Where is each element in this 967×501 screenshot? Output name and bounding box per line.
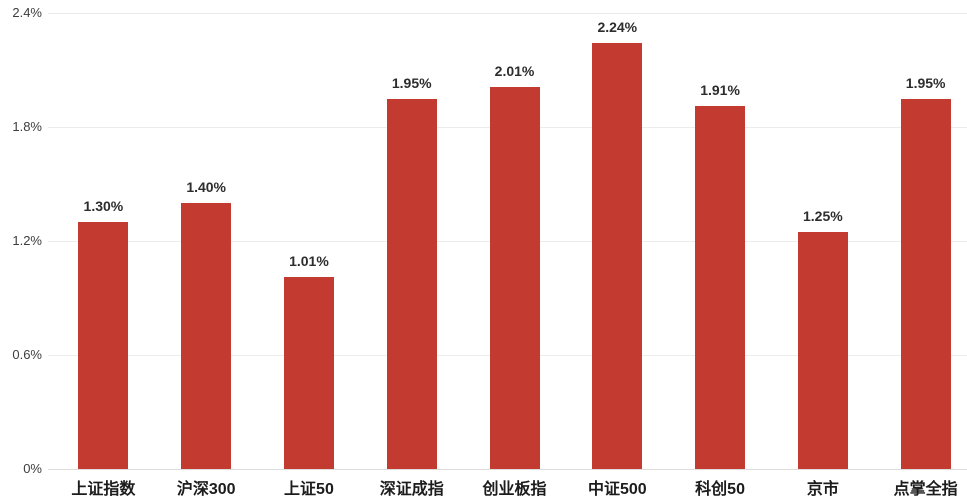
bar bbox=[900, 98, 951, 469]
bar bbox=[592, 43, 643, 469]
y-tick-label: 1.8% bbox=[12, 119, 42, 134]
y-tick-label: 2.4% bbox=[12, 5, 42, 20]
bar-column: 2.24% bbox=[566, 13, 669, 469]
bar bbox=[283, 277, 334, 469]
x-tick-label: 京市 bbox=[806, 481, 839, 498]
bar-series: 1.30% 1.40% 1.01% 1.95% 2.01% 2.24% 1.91% 1.25%… bbox=[52, 13, 967, 469]
bar-column: 1.30% bbox=[52, 13, 155, 469]
x-tick-label: 点掌全指 bbox=[893, 481, 958, 498]
bar-column: 1.95% bbox=[360, 13, 463, 469]
bar bbox=[78, 222, 129, 469]
grid-line bbox=[48, 469, 967, 470]
bar-value-label: 1.01% bbox=[289, 253, 329, 270]
bar-value-label: 2.01% bbox=[494, 63, 535, 80]
x-tick-label: 深证成指 bbox=[379, 481, 444, 498]
y-tick-label: 1.2% bbox=[12, 233, 42, 248]
bar-column: 1.01% bbox=[258, 13, 361, 469]
bar-column: 1.95% bbox=[874, 13, 967, 469]
x-tick-label: 沪深300 bbox=[176, 481, 236, 498]
bar-value-label: 1.40% bbox=[186, 179, 227, 195]
bar-value-label: 1.25% bbox=[803, 207, 843, 224]
bar bbox=[386, 98, 437, 469]
bar-value-label: 1.30% bbox=[83, 198, 124, 214]
bar bbox=[797, 231, 848, 469]
bar-value-label: 1.91% bbox=[700, 82, 740, 99]
x-tick-label: 创业板指 bbox=[482, 481, 547, 498]
x-tick-label: 上证50 bbox=[284, 481, 334, 498]
bar-column: 1.40% bbox=[155, 13, 258, 469]
x-tick-label: 中证500 bbox=[587, 481, 647, 498]
y-tick-label: 0.6% bbox=[12, 347, 42, 362]
y-tick-label: 0% bbox=[23, 461, 42, 476]
x-axis: 上证指数 沪深300 上证50 深证成指 创业板指 中证500 科创50 京市 点掌全指 bbox=[52, 475, 967, 499]
x-tick-label: 上证指数 bbox=[71, 481, 136, 498]
bar-value-label: 1.95% bbox=[391, 74, 432, 91]
bar-column: 2.01% bbox=[463, 13, 566, 469]
bar bbox=[695, 106, 746, 469]
bar bbox=[181, 203, 232, 469]
bar bbox=[489, 87, 540, 469]
x-tick-label: 科创50 bbox=[695, 481, 745, 498]
grid-line bbox=[48, 13, 967, 14]
bar-column: 1.25% bbox=[771, 13, 874, 469]
bar-value-label: 2.24% bbox=[597, 19, 638, 36]
bar-value-label: 1.95% bbox=[905, 74, 946, 91]
bar-column: 1.91% bbox=[669, 13, 772, 469]
